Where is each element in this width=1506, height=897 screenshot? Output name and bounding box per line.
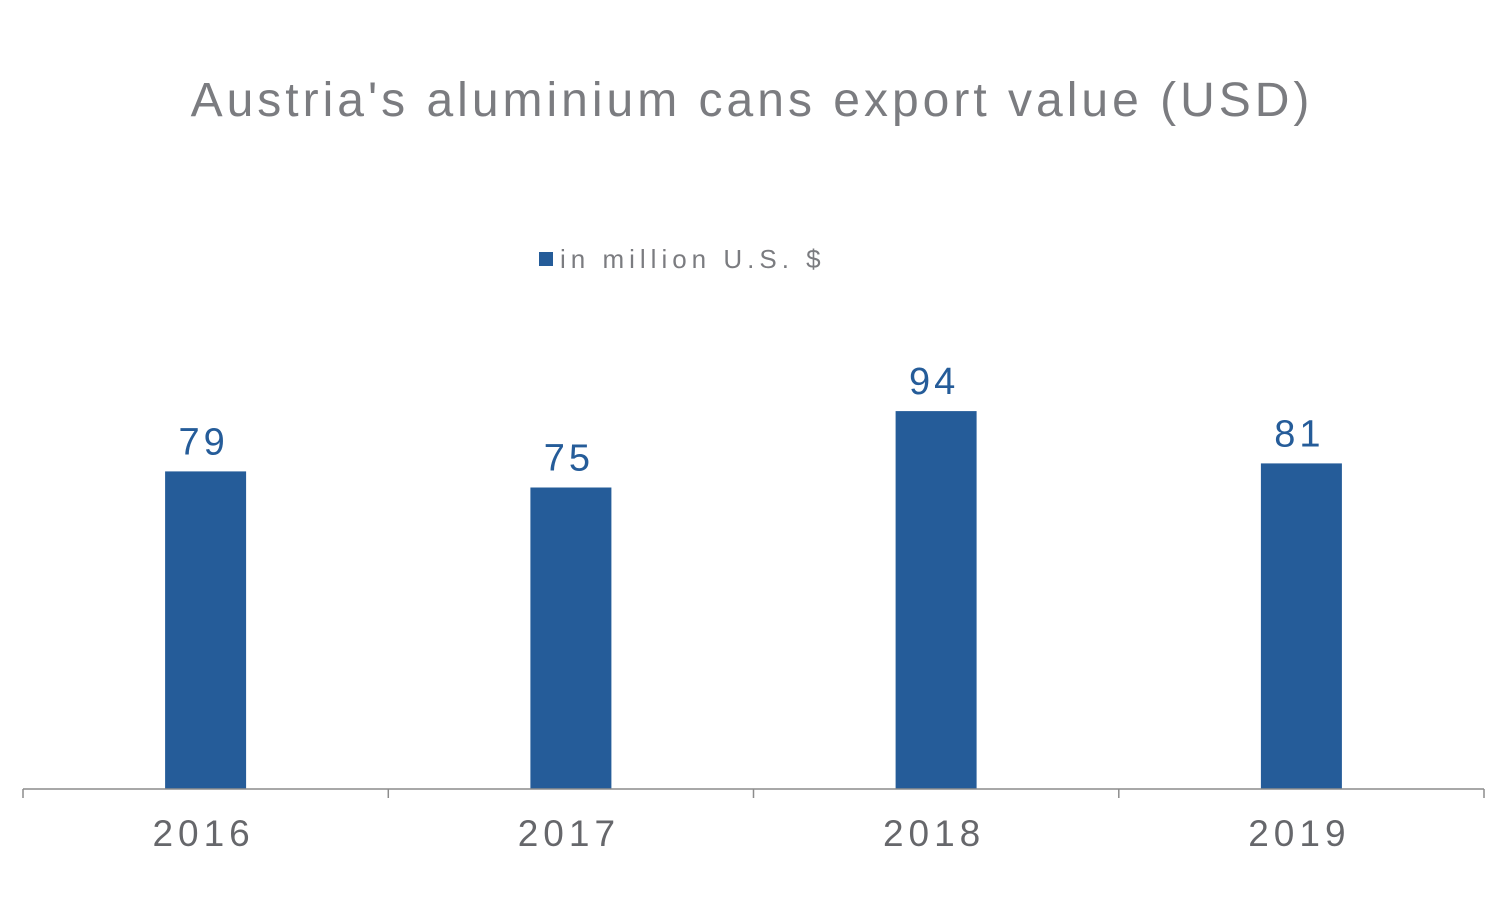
legend-swatch	[539, 252, 553, 266]
bar-2018	[895, 411, 977, 789]
x-tick-label-2018: 2018	[883, 813, 985, 854]
legend: in million U.S. $	[539, 244, 826, 274]
x-axis: 2016 2017 2018 2019	[22, 788, 1485, 854]
x-tick-label-2017: 2017	[518, 813, 620, 854]
bar-2016	[165, 471, 247, 789]
x-tick-label-2019: 2019	[1248, 813, 1350, 854]
data-label-2017: 75	[544, 438, 594, 480]
bar-2017	[530, 487, 612, 789]
data-label-2019: 81	[1274, 413, 1324, 455]
bar-2019	[1260, 463, 1342, 789]
x-tick-label-2016: 2016	[152, 813, 254, 854]
legend-label: in million U.S. $	[560, 244, 826, 274]
bar-series	[165, 411, 1342, 789]
data-label-2016: 79	[178, 421, 228, 463]
data-labels: 79 75 94 81	[178, 361, 1324, 480]
data-label-2018: 94	[909, 361, 959, 403]
chart-title: Austria's aluminium cans export value (U…	[191, 74, 1314, 127]
